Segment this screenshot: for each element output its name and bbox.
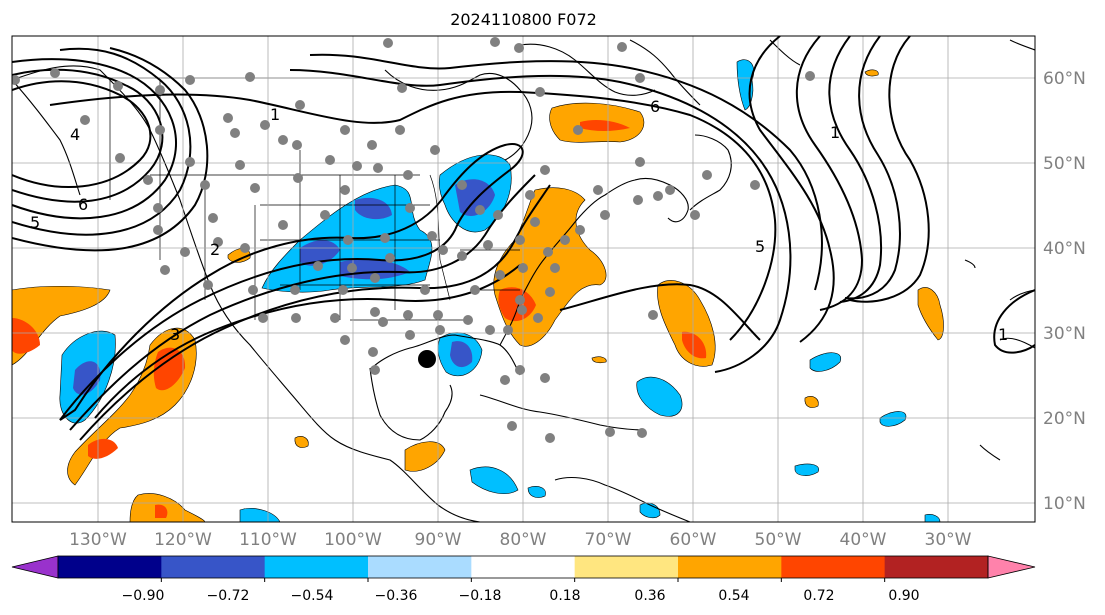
map-title: 2024110800 F072	[450, 10, 597, 29]
lon-label: 60°W	[670, 530, 717, 550]
colorbar-tick-label: 0.72	[803, 588, 834, 604]
colorbar-extend-max	[987, 555, 1036, 579]
lat-label: 30°N	[1043, 324, 1086, 344]
lon-label: 70°W	[585, 530, 632, 550]
contour-label: 6	[650, 97, 660, 116]
lon-label: 80°W	[500, 530, 547, 550]
colorbar-swatch	[781, 556, 886, 578]
colorbar-tick-label: −0.36	[375, 588, 418, 604]
lon-label: 30°W	[925, 530, 972, 550]
colorbar-swatch	[264, 556, 369, 578]
station-markers	[12, 37, 815, 443]
colorbar-tick-label: 0.54	[718, 588, 749, 604]
lon-label: 50°W	[755, 530, 802, 550]
colorbar-swatch	[574, 556, 679, 578]
colorbar-tick-label: −0.18	[459, 588, 502, 604]
colorbar-extend-min	[11, 555, 59, 579]
colorbar-tick-label: −0.72	[207, 588, 250, 604]
contour-label: 2	[210, 240, 220, 259]
colorbar-tick-label: −0.54	[291, 588, 334, 604]
colorbar-tick-label: 0.90	[888, 588, 919, 604]
lat-label: 10°N	[1043, 494, 1086, 514]
colorbar-tick-label: 0.18	[549, 588, 580, 604]
colorbar-outline	[57, 555, 989, 579]
colorbar-tick-label: −0.90	[122, 588, 165, 604]
contour-label: 6	[78, 195, 88, 214]
lat-label: 50°N	[1043, 154, 1086, 174]
contour-label: 1	[998, 325, 1008, 344]
anomaly-fill-layer	[12, 59, 944, 522]
contour-label: 1	[830, 123, 840, 142]
lat-label: 60°N	[1043, 69, 1086, 89]
lon-label: 110°W	[239, 530, 297, 550]
colorbar-tick-label: 0.36	[634, 588, 665, 604]
height-contours	[12, 36, 1035, 441]
lon-label: 120°W	[154, 530, 212, 550]
contour-label: 3	[170, 325, 180, 344]
colorbar-swatch	[161, 556, 266, 578]
contour-label: 4	[70, 125, 80, 144]
lat-label: 20°N	[1043, 409, 1086, 429]
contour-label: 5	[755, 237, 765, 256]
colorbar-swatch	[884, 556, 989, 578]
colorbar-ticks: −0.90 −0.72 −0.54 −0.36 −0.18 0.18 0.36 …	[122, 588, 920, 604]
map-layers: 6 5 4 3 2 1 1 1 5 6	[12, 36, 1035, 522]
colorbar-swatch	[368, 556, 472, 578]
lon-label: 90°W	[415, 530, 462, 550]
colorbar-swatch	[678, 556, 782, 578]
lon-label: 100°W	[324, 530, 382, 550]
map-border	[11, 35, 1036, 523]
colorbar	[11, 555, 1036, 582]
center-marker	[418, 350, 436, 368]
lon-label: 130°W	[69, 530, 127, 550]
lon-label: 40°W	[840, 530, 887, 550]
colorbar-swatch	[471, 556, 576, 578]
lat-label: 40°N	[1043, 239, 1086, 259]
colorbar-swatch	[58, 556, 162, 578]
contour-label: 5	[30, 213, 40, 232]
contour-label: 1	[270, 105, 280, 124]
